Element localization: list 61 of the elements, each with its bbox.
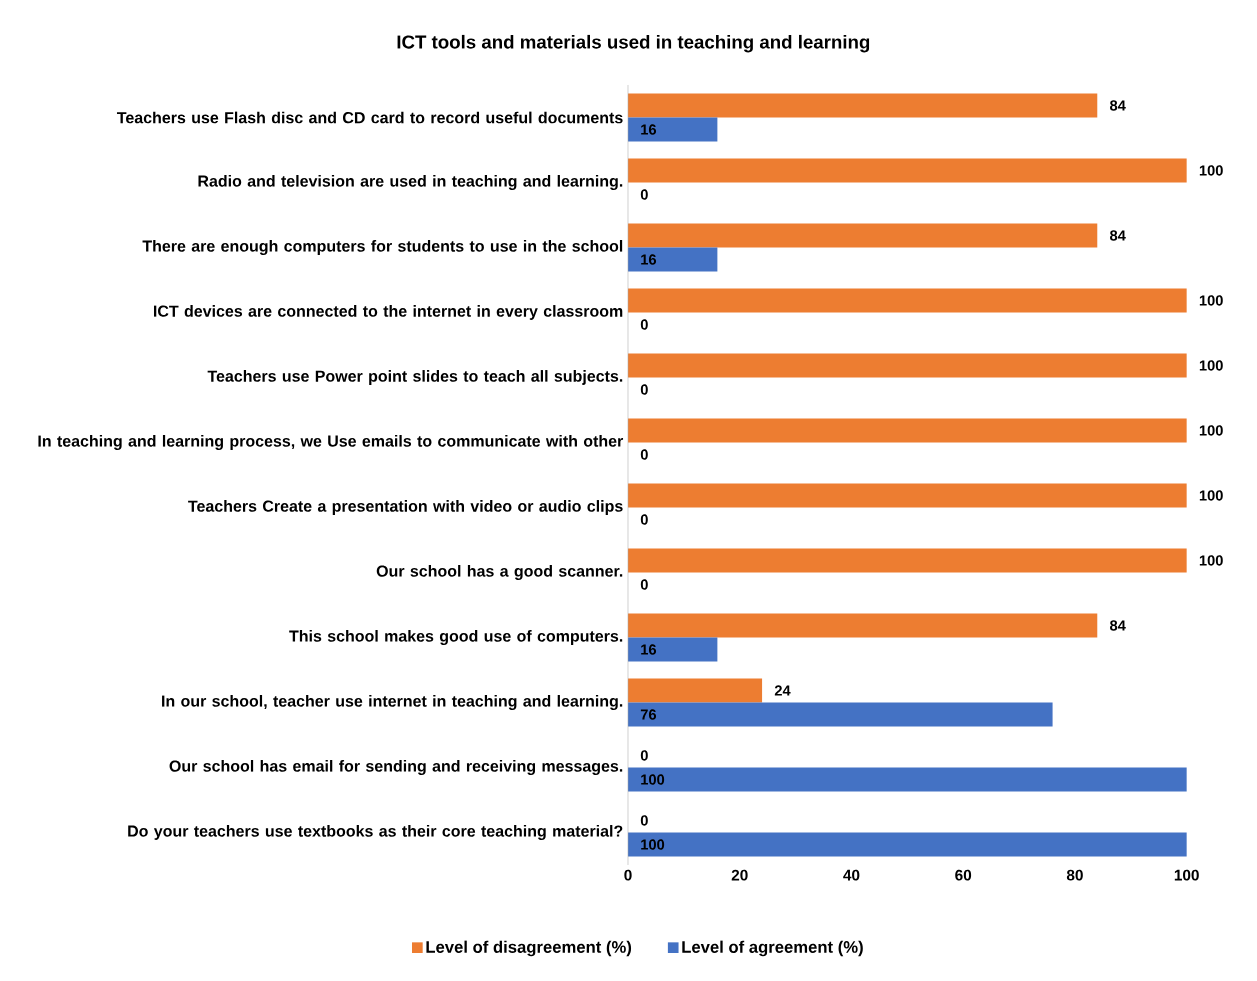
data-label: 0 (640, 319, 648, 330)
data-label: 0 (640, 449, 648, 460)
data-label: 0 (640, 579, 648, 590)
data-label: 100 (1199, 490, 1223, 501)
data-label: 100 (1199, 165, 1223, 176)
bar (628, 418, 1187, 443)
bar (628, 767, 1187, 792)
legend-label: Level of disagreement (%) (426, 940, 632, 957)
data-label: 24 (774, 685, 791, 696)
data-label: 16 (641, 254, 657, 265)
data-label: 100 (641, 839, 665, 850)
data-label: 0 (640, 750, 648, 761)
bar (628, 353, 1187, 378)
data-label: 100 (1199, 295, 1223, 306)
y-tick-label: Teachers Create a presentation with video or audio clips (188, 500, 623, 515)
data-label: 0 (640, 815, 648, 826)
bar (628, 702, 1053, 727)
y-tick-label: Radio and television are used in teaching and learning. (198, 175, 623, 190)
data-label: 84 (1110, 100, 1126, 111)
data-label: 100 (641, 774, 665, 785)
data-label: 16 (641, 644, 657, 655)
y-tick-label: There are enough computers for students to use in the school (142, 240, 623, 255)
bar (628, 832, 1187, 857)
bar (628, 158, 1187, 183)
bar (628, 483, 1187, 508)
x-tick-label: 100 (1174, 869, 1199, 881)
chart-title: ICT tools and materials used in teaching and learning (397, 34, 870, 53)
y-tick-label: Our school has email for sending and receiving messages. (169, 760, 623, 775)
y-tick-label: This school makes good use of computers. (289, 630, 623, 645)
y-tick-label: ICT devices are connected to the internet in every classroom (153, 305, 623, 320)
x-tick-label: 0 (624, 869, 632, 881)
data-label: 0 (640, 514, 648, 525)
bar (628, 247, 718, 272)
bar (628, 93, 1098, 118)
data-label: 84 (1110, 230, 1126, 241)
x-tick-label: 60 (955, 869, 972, 881)
bar (628, 613, 1098, 638)
legend-label: Level of agreement (%) (682, 940, 863, 957)
data-label: 84 (1110, 620, 1126, 631)
y-tick-label: In teaching and learning process, we Use emails to communicate with other (38, 435, 624, 450)
y-tick-label: Our school has a good scanner. (376, 565, 623, 580)
data-label: 0 (640, 384, 648, 395)
data-label: 100 (1199, 360, 1223, 371)
bar (628, 288, 1187, 313)
data-label: 100 (1199, 555, 1223, 566)
y-tick-label: In our school, teacher use internet in teaching and learning. (162, 695, 623, 710)
y-tick-label: Do your teachers use textbooks as their core teaching material? (128, 825, 623, 840)
x-tick-label: 20 (731, 869, 748, 881)
bar (628, 637, 718, 662)
data-label: 76 (640, 709, 657, 720)
bar (628, 678, 763, 703)
data-label: 16 (641, 124, 657, 135)
x-tick-label: 40 (843, 869, 860, 881)
bar (628, 548, 1187, 573)
y-tick-label: Teachers use Flash disc and CD card to record useful documents (116, 111, 623, 124)
y-tick-label: Teachers use Power point slides to teach all subjects. (207, 370, 623, 385)
data-label: 0 (640, 189, 648, 200)
data-label: 100 (1199, 425, 1223, 436)
bar (628, 223, 1098, 248)
bar (628, 117, 718, 142)
x-tick-label: 80 (1066, 869, 1083, 881)
